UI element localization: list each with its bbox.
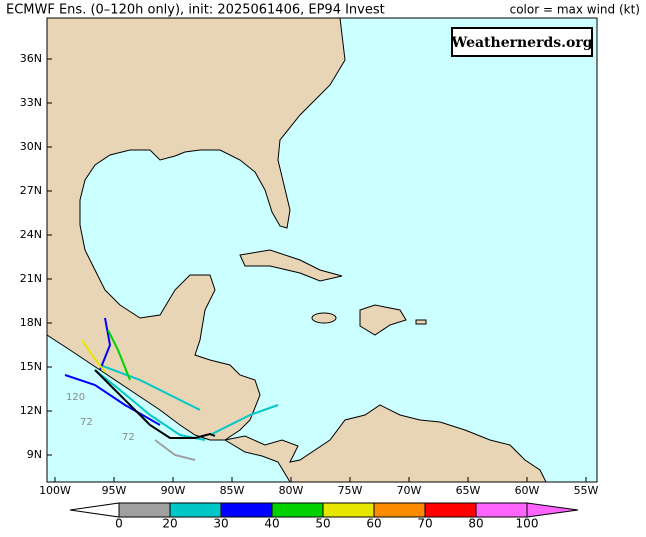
lat-label: 36N: [20, 52, 42, 65]
land: [46, 17, 547, 483]
lat-label: 24N: [20, 228, 42, 241]
lon-label: 80W: [279, 484, 304, 497]
lat-label: 30N: [20, 140, 42, 153]
lat-label: 9N: [27, 448, 42, 461]
colorbar-segment: [69, 502, 120, 518]
colorbar-label: 80: [468, 517, 483, 531]
lat-label: 15N: [20, 360, 42, 373]
colorbar-label: 70: [417, 517, 432, 531]
lat-label: 18N: [20, 316, 42, 329]
watermark-box: [451, 27, 593, 57]
colorbar-segment: [220, 502, 273, 518]
lat-label: 12N: [20, 404, 42, 417]
colorbar-label: 60: [366, 517, 381, 531]
watermark: Weathernerds.org: [451, 35, 593, 51]
colorbar-segment: [271, 502, 324, 518]
colorbar-label: 50: [315, 517, 330, 531]
lat-label: 33N: [20, 96, 42, 109]
track-label: 72: [122, 432, 135, 443]
colorbar-label: 0: [115, 517, 123, 531]
title: ECMWF Ens. (0–120h only), init: 20250614…: [6, 3, 385, 18]
colorbar-segment: [322, 502, 375, 518]
tracks: [64, 317, 279, 461]
colorbar-label: 30: [213, 517, 228, 531]
colorbar-segment: [475, 502, 528, 518]
lon-label: 90W: [161, 484, 186, 497]
colorbar-label: 20: [162, 517, 177, 531]
lon-label: 70W: [397, 484, 422, 497]
track-label: 120: [66, 392, 85, 403]
colorbar-segment: [526, 502, 579, 518]
lon-label: 100W: [39, 484, 71, 497]
colorbar-label: 40: [264, 517, 279, 531]
lon-label: 65W: [456, 484, 481, 497]
colorbar-segment: [424, 502, 477, 518]
lon-label: 55W: [574, 484, 599, 497]
lon-label: 95W: [102, 484, 127, 497]
lat-label: 27N: [20, 184, 42, 197]
track-label: 72: [80, 417, 93, 428]
lon-label: 60W: [515, 484, 540, 497]
colorbar-segment: [118, 502, 171, 518]
lat-label: 21N: [20, 272, 42, 285]
lon-label: 75W: [338, 484, 363, 497]
legend-note: color = max wind (kt): [510, 3, 640, 17]
lon-label: 85W: [220, 484, 245, 497]
colorbar-segment: [373, 502, 426, 518]
colorbar-label: 100: [516, 517, 539, 531]
colorbar-segment: [169, 502, 222, 518]
